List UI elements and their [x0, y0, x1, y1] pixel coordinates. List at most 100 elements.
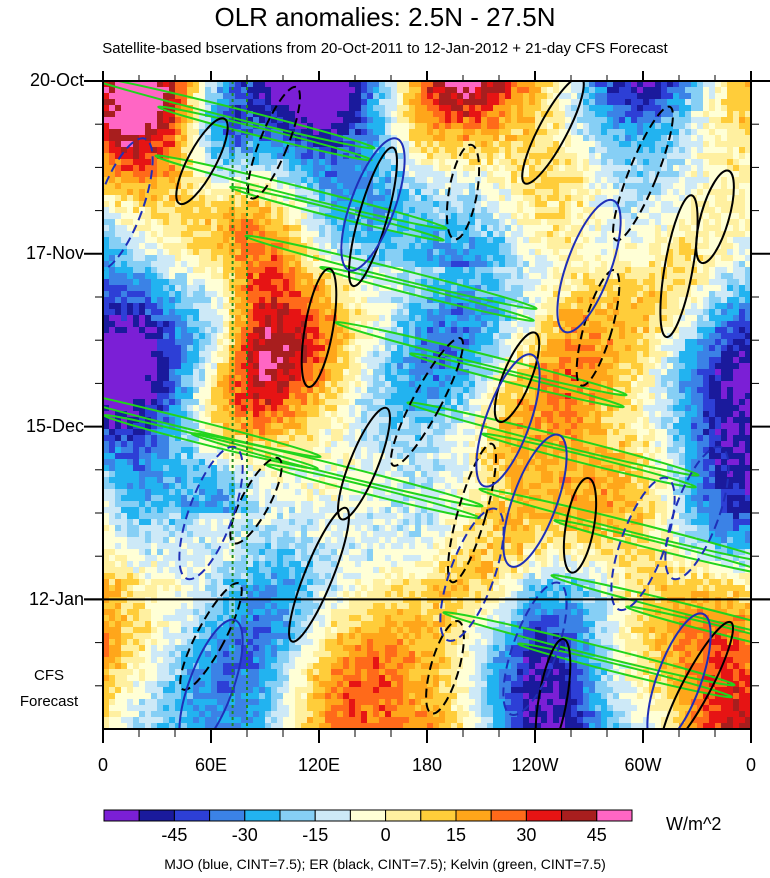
heatmap-cell: [307, 105, 314, 112]
heatmap-cell: [343, 165, 350, 172]
heatmap-cell: [331, 255, 338, 262]
heatmap-cell: [241, 717, 248, 724]
heatmap-cell: [295, 117, 302, 124]
heatmap-cell: [175, 519, 182, 526]
heatmap-cell: [175, 375, 182, 382]
heatmap-cell: [235, 687, 242, 694]
heatmap-cell: [121, 207, 128, 214]
heatmap-cell: [247, 429, 254, 436]
heatmap-cell: [289, 435, 296, 442]
heatmap-cell: [133, 333, 140, 340]
heatmap-cell: [181, 441, 188, 448]
heatmap-cell: [319, 519, 326, 526]
heatmap-cell: [247, 549, 254, 556]
heatmap-cell: [127, 621, 134, 628]
heatmap-cell: [301, 273, 308, 280]
heatmap-cell: [151, 399, 158, 406]
heatmap-cell: [361, 129, 368, 136]
heatmap-cell: [361, 147, 368, 154]
heatmap-cell: [343, 609, 350, 616]
heatmap-cell: [163, 261, 170, 268]
heatmap-cell: [139, 507, 146, 514]
heatmap-cell: [217, 333, 224, 340]
heatmap-cell: [319, 105, 326, 112]
heatmap-cell: [331, 651, 338, 658]
heatmap-cell: [265, 513, 272, 520]
heatmap-cell: [337, 351, 344, 358]
heatmap-cell: [229, 495, 236, 502]
heatmap-cell: [145, 177, 152, 184]
heatmap-cell: [313, 627, 320, 634]
heatmap-cell: [139, 285, 146, 292]
heatmap-cell: [241, 195, 248, 202]
heatmap-cell: [361, 99, 368, 106]
heatmap-cell: [343, 297, 350, 304]
heatmap-cell: [193, 207, 200, 214]
heatmap-cell: [325, 543, 332, 550]
heatmap-cell: [373, 315, 380, 322]
heatmap-cell: [139, 375, 146, 382]
heatmap-cell: [145, 633, 152, 640]
heatmap-cell: [253, 285, 260, 292]
heatmap-cell: [247, 177, 254, 184]
heatmap-cell: [325, 537, 332, 544]
heatmap-cell: [193, 585, 200, 592]
heatmap-cell: [139, 543, 146, 550]
heatmap-cell: [229, 537, 236, 544]
heatmap-cell: [289, 633, 296, 640]
heatmap-cell: [109, 633, 116, 640]
heatmap-cell: [343, 327, 350, 334]
heatmap-cell: [145, 645, 152, 652]
heatmap-cell: [223, 111, 230, 118]
heatmap-cell: [355, 279, 362, 286]
heatmap-cell: [289, 111, 296, 118]
heatmap-cell: [355, 147, 362, 154]
heatmap-cell: [211, 195, 218, 202]
heatmap-cell: [121, 507, 128, 514]
heatmap-cell: [283, 717, 290, 724]
heatmap-cell: [121, 165, 128, 172]
heatmap-cell: [127, 585, 134, 592]
heatmap-cell: [373, 93, 380, 100]
heatmap-cell: [253, 333, 260, 340]
heatmap-cell: [127, 549, 134, 556]
heatmap-cell: [121, 243, 128, 250]
heatmap-cell: [253, 177, 260, 184]
heatmap-cell: [271, 231, 278, 238]
heatmap-cell: [265, 621, 272, 628]
heatmap-cell: [307, 573, 314, 580]
heatmap-cell: [223, 459, 230, 466]
heatmap-cell: [331, 189, 338, 196]
heatmap-cell: [109, 489, 116, 496]
heatmap-cell: [253, 687, 260, 694]
heatmap-cell: [283, 675, 290, 682]
heatmap-cell: [217, 471, 224, 478]
heatmap-cell: [361, 633, 368, 640]
heatmap-cell: [151, 135, 158, 142]
heatmap-cell: [307, 693, 314, 700]
heatmap-cell: [373, 645, 380, 652]
heatmap-cell: [271, 93, 278, 100]
heatmap-cell: [373, 195, 380, 202]
heatmap-cell: [223, 225, 230, 232]
heatmap-cell: [187, 495, 194, 502]
heatmap-cell: [181, 567, 188, 574]
heatmap-cell: [301, 81, 308, 88]
heatmap-cell: [325, 669, 332, 676]
heatmap-cell: [115, 435, 122, 442]
heatmap-cell: [121, 93, 128, 100]
heatmap-cell: [361, 375, 368, 382]
heatmap-cell: [163, 357, 170, 364]
heatmap-cell: [307, 681, 314, 688]
heatmap-cell: [373, 591, 380, 598]
heatmap-cell: [313, 549, 320, 556]
heatmap-cell: [313, 483, 320, 490]
heatmap-cell: [325, 591, 332, 598]
heatmap-cell: [301, 693, 308, 700]
heatmap-cell: [289, 207, 296, 214]
heatmap-cell: [307, 279, 314, 286]
heatmap-cell: [181, 207, 188, 214]
heatmap-cell: [187, 147, 194, 154]
heatmap-cell: [337, 87, 344, 94]
heatmap-cell: [181, 717, 188, 724]
